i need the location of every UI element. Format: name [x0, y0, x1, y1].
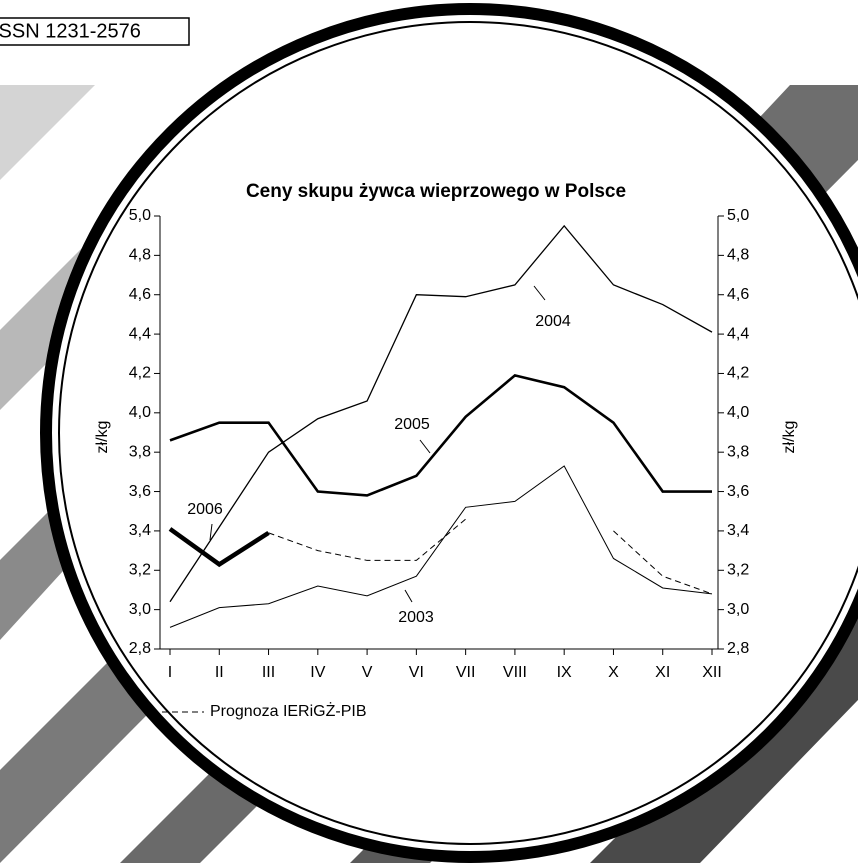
- y-tick-label: 4,0: [129, 404, 151, 421]
- series-label: 2003: [398, 609, 434, 626]
- y2-axis-label: zł/kg: [781, 421, 798, 454]
- chart: ISSN 1231-2576 Ceny skupu żywca wieprzow…: [0, 0, 858, 863]
- y2-tick-label: 2,8: [727, 640, 749, 657]
- x-tick-label: IV: [310, 664, 325, 681]
- legend-label: Prognoza IERiGŻ-PIB: [210, 701, 367, 720]
- y2-tick-label: 3,4: [727, 522, 749, 539]
- x-tick-label: XII: [702, 664, 722, 681]
- y-tick-label: 3,8: [129, 443, 151, 460]
- x-tick-label: VIII: [503, 664, 527, 681]
- x-tick-label: III: [262, 664, 275, 681]
- y2-tick-label: 4,6: [727, 286, 749, 303]
- y-tick-label: 5,0: [129, 207, 151, 224]
- y2-tick-label: 3,2: [727, 561, 749, 578]
- y-tick-label: 4,6: [129, 286, 151, 303]
- y2-tick-label: 4,2: [727, 365, 749, 382]
- x-tick-label: VI: [409, 664, 424, 681]
- series-label: 2004: [535, 313, 571, 330]
- x-tick-label: XI: [655, 664, 670, 681]
- y2-tick-label: 4,4: [727, 325, 749, 342]
- x-tick-label: I: [168, 664, 172, 681]
- y2-tick-label: 3,0: [727, 601, 749, 618]
- y-tick-label: 4,4: [129, 325, 151, 342]
- x-tick-label: VII: [456, 664, 476, 681]
- x-tick-label: IX: [557, 664, 572, 681]
- y2-tick-label: 4,0: [727, 404, 749, 421]
- y2-tick-label: 3,6: [727, 483, 749, 500]
- y-axis-label: zł/kg: [94, 421, 111, 454]
- page: ISSN 1231-2576 Ceny skupu żywca wieprzow…: [0, 0, 858, 863]
- y2-tick-label: 5,0: [727, 207, 749, 224]
- chart-title: Ceny skupu żywca wieprzowego w Polsce: [246, 181, 626, 202]
- series-label: 2005: [394, 416, 430, 433]
- x-tick-label: X: [608, 664, 619, 681]
- y-tick-label: 3,6: [129, 483, 151, 500]
- y-tick-label: 3,0: [129, 601, 151, 618]
- y-tick-label: 2,8: [129, 640, 151, 657]
- x-tick-label: V: [362, 664, 373, 681]
- issn: ISSN 1231-2576: [0, 20, 141, 42]
- y-tick-label: 4,8: [129, 247, 151, 264]
- y2-tick-label: 4,8: [727, 247, 749, 264]
- series-label: 2006: [187, 501, 223, 518]
- y-tick-label: 3,2: [129, 561, 151, 578]
- y-tick-label: 3,4: [129, 522, 151, 539]
- x-tick-label: II: [215, 664, 224, 681]
- y-tick-label: 4,2: [129, 365, 151, 382]
- y2-tick-label: 3,8: [727, 443, 749, 460]
